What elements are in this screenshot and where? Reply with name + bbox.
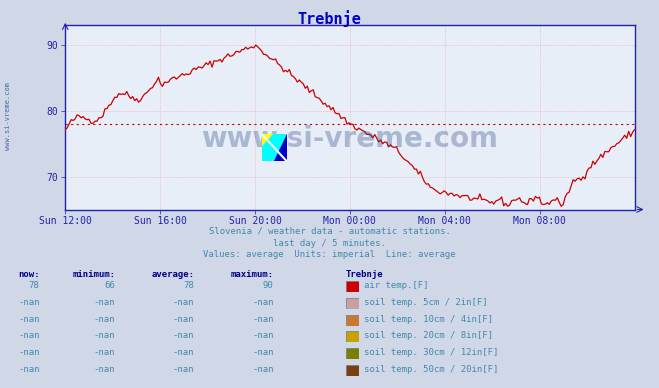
Text: soil temp. 5cm / 2in[F]: soil temp. 5cm / 2in[F] xyxy=(364,298,488,307)
Polygon shape xyxy=(262,134,274,147)
Polygon shape xyxy=(262,134,287,161)
Text: soil temp. 10cm / 4in[F]: soil temp. 10cm / 4in[F] xyxy=(364,315,494,324)
Text: -nan: -nan xyxy=(252,365,273,374)
Text: -nan: -nan xyxy=(252,348,273,357)
Polygon shape xyxy=(274,134,287,161)
Text: -nan: -nan xyxy=(252,331,273,340)
Text: Trebnje: Trebnje xyxy=(346,270,384,279)
Text: 78: 78 xyxy=(184,281,194,290)
Text: www.si-vreme.com: www.si-vreme.com xyxy=(202,125,498,154)
Text: -nan: -nan xyxy=(94,298,115,307)
Text: 78: 78 xyxy=(29,281,40,290)
Text: -nan: -nan xyxy=(173,315,194,324)
Text: www.si-vreme.com: www.si-vreme.com xyxy=(5,82,11,151)
Text: average:: average: xyxy=(152,270,194,279)
Text: Trebnje: Trebnje xyxy=(298,10,361,26)
Text: now:: now: xyxy=(18,270,40,279)
Text: -nan: -nan xyxy=(18,348,40,357)
Text: -nan: -nan xyxy=(94,348,115,357)
Text: soil temp. 30cm / 12in[F]: soil temp. 30cm / 12in[F] xyxy=(364,348,499,357)
Text: -nan: -nan xyxy=(18,298,40,307)
Text: -nan: -nan xyxy=(94,315,115,324)
Text: air temp.[F]: air temp.[F] xyxy=(364,281,429,290)
Text: -nan: -nan xyxy=(252,298,273,307)
Text: -nan: -nan xyxy=(18,315,40,324)
Text: -nan: -nan xyxy=(18,331,40,340)
Text: soil temp. 50cm / 20in[F]: soil temp. 50cm / 20in[F] xyxy=(364,365,499,374)
Text: maximum:: maximum: xyxy=(231,270,273,279)
Text: -nan: -nan xyxy=(173,348,194,357)
Text: -nan: -nan xyxy=(94,365,115,374)
Text: 66: 66 xyxy=(105,281,115,290)
Text: -nan: -nan xyxy=(173,365,194,374)
Text: -nan: -nan xyxy=(94,331,115,340)
Text: 90: 90 xyxy=(263,281,273,290)
Text: minimum:: minimum: xyxy=(72,270,115,279)
Text: -nan: -nan xyxy=(173,298,194,307)
Text: -nan: -nan xyxy=(252,315,273,324)
Text: -nan: -nan xyxy=(173,331,194,340)
Text: -nan: -nan xyxy=(18,365,40,374)
Text: Values: average  Units: imperial  Line: average: Values: average Units: imperial Line: av… xyxy=(203,250,456,259)
Text: Slovenia / weather data - automatic stations.: Slovenia / weather data - automatic stat… xyxy=(208,227,451,236)
Text: last day / 5 minutes.: last day / 5 minutes. xyxy=(273,239,386,248)
Text: soil temp. 20cm / 8in[F]: soil temp. 20cm / 8in[F] xyxy=(364,331,494,340)
